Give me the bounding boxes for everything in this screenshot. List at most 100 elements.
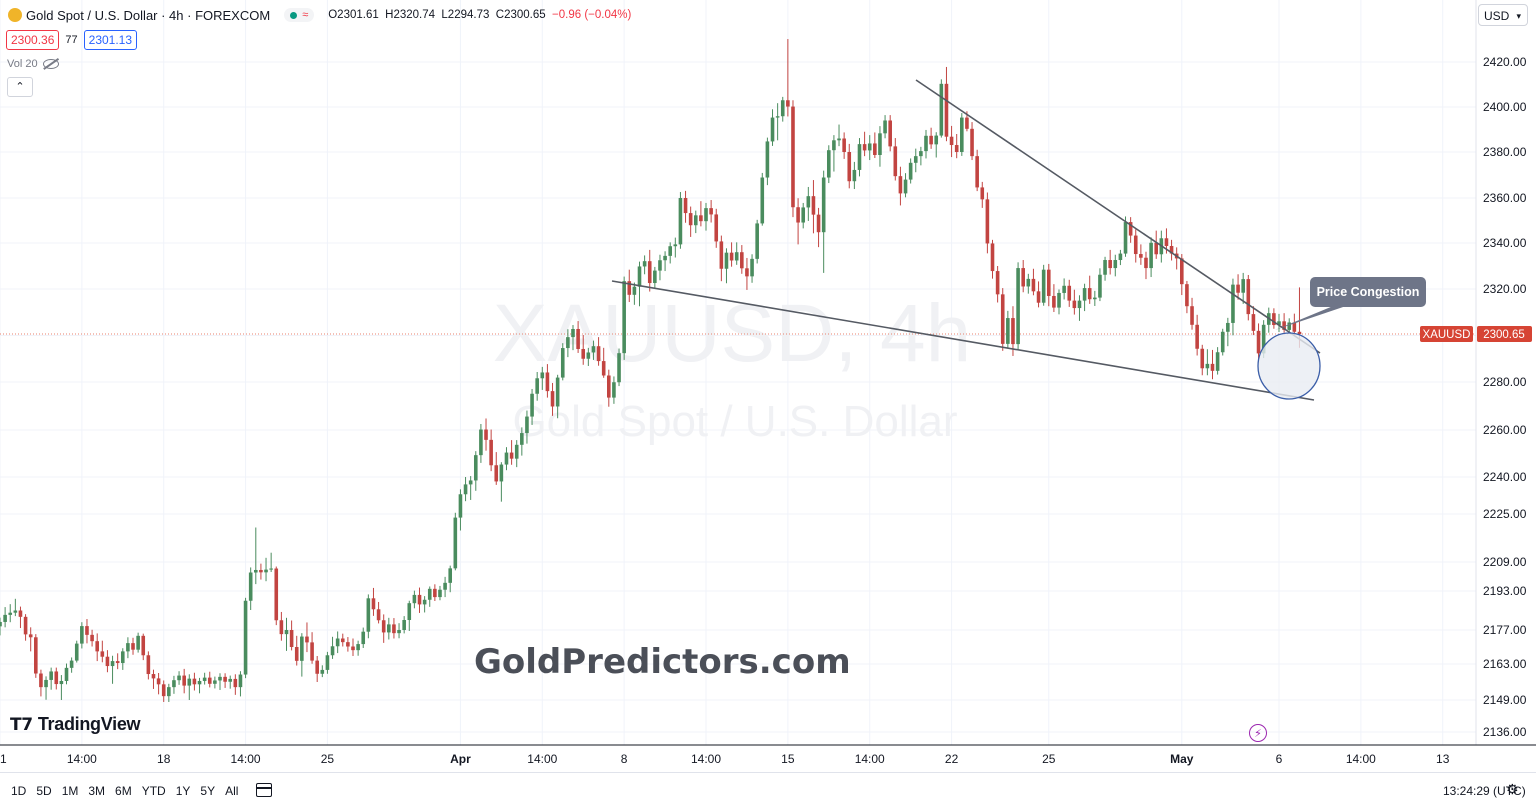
candle <box>1226 322 1230 332</box>
candle <box>18 610 23 617</box>
market-status-pill[interactable]: ≈ <box>284 8 315 22</box>
candle <box>704 208 708 222</box>
candle <box>1164 238 1169 246</box>
candle <box>862 144 867 151</box>
symbol-title[interactable]: Gold Spot / U.S. Dollar · 4h · FOREXCOM <box>26 7 271 23</box>
candle <box>1292 322 1297 332</box>
candle <box>105 656 110 667</box>
candle <box>34 637 38 674</box>
candle <box>668 246 672 256</box>
utc-clock[interactable]: 13:24:29 (UTC) <box>1443 784 1526 798</box>
lightning-icon[interactable]: ⚡ <box>1249 724 1267 742</box>
candle <box>161 684 166 697</box>
candle <box>1282 321 1286 330</box>
candle <box>100 651 105 657</box>
candle <box>320 669 325 674</box>
time-tick-label: 15 <box>781 752 795 766</box>
candle <box>335 638 340 647</box>
candle <box>1016 268 1020 345</box>
calendar-icon[interactable] <box>256 783 272 797</box>
candle <box>433 588 437 598</box>
candle <box>305 636 309 643</box>
candle <box>289 630 294 647</box>
candle <box>617 353 621 383</box>
gear-icon[interactable]: ⚙ <box>1506 781 1519 797</box>
timeframe-button[interactable]: 5Y <box>200 784 216 798</box>
candle <box>663 255 667 261</box>
congestion-circle[interactable] <box>1257 332 1321 400</box>
tradingview-logo[interactable]: 𝗧𝟳 TradingView <box>10 714 141 735</box>
currency-selector[interactable]: USD ▾ <box>1478 4 1528 26</box>
candle <box>69 660 74 668</box>
timeframe-button[interactable]: 3M <box>88 784 106 798</box>
time-axis[interactable]: 1 14:00 18 14:00 25 Apr 14:00 8 14:00 15 14:00 22 25… <box>0 744 1536 766</box>
upper-trendline[interactable] <box>915 79 1321 354</box>
candle <box>182 675 186 686</box>
price-tick-label: 2163.00 <box>1483 657 1527 671</box>
candle <box>417 594 422 605</box>
candle <box>238 674 243 688</box>
candle <box>54 671 59 685</box>
candle <box>325 655 330 670</box>
candle <box>463 484 468 495</box>
timeframe-button[interactable]: 6M <box>115 784 132 798</box>
price-label: XAUUSD 2300.65 <box>1420 325 1532 342</box>
candle <box>586 352 591 359</box>
candle <box>965 117 969 129</box>
timeframe-button[interactable]: YTD <box>141 784 166 798</box>
timeframe-button[interactable]: 1Y <box>175 784 191 798</box>
candle <box>560 348 565 378</box>
candle <box>44 679 48 688</box>
bottom-toolbar: 1D 5D 1M 3M 6M YTD 1Y 5Y All 13:24:29 (U… <box>0 772 1536 810</box>
candle <box>1251 314 1256 331</box>
candle <box>90 634 94 642</box>
candle <box>279 620 284 635</box>
candle <box>136 635 140 650</box>
candle <box>223 676 227 682</box>
candle <box>1046 269 1051 296</box>
ohlc-low: L2294.73 <box>441 9 490 21</box>
time-tick-label: 22 <box>945 752 959 766</box>
candle <box>1021 268 1025 287</box>
timeframe-button[interactable]: 1D <box>11 784 27 798</box>
candle <box>658 260 662 271</box>
buy-button[interactable]: 2301.13 <box>83 30 138 50</box>
price-tick-label: 2149.00 <box>1483 693 1527 707</box>
candle <box>745 268 749 277</box>
ohlc-values: O2301.61 H2320.74 L2294.73 C2300.65 −0.9… <box>328 9 631 21</box>
ohlc-close: C2300.65 <box>495 9 546 21</box>
candle <box>64 667 69 681</box>
price-tick-label: 2280.00 <box>1483 375 1527 389</box>
lower-trendline[interactable] <box>611 280 1315 401</box>
candle <box>980 187 985 200</box>
chevron-down-icon: ▾ <box>1516 11 1521 21</box>
candle <box>545 372 550 392</box>
timeframe-button[interactable]: 1M <box>61 784 79 798</box>
timeframe-button[interactable]: 5D <box>36 784 52 798</box>
price-axis[interactable]: 2420.00 2400.00 2380.00 2360.00 2340.00 2320.… <box>1475 0 1527 745</box>
hidden-eye-icon[interactable] <box>42 59 59 69</box>
drawings[interactable]: Price Congestion <box>611 79 1426 401</box>
currency-label: USD <box>1484 9 1510 23</box>
time-tick-label: 1 <box>0 752 7 766</box>
quote-buttons: 2300.36 77 2301.13 <box>6 30 138 50</box>
candle <box>898 176 903 194</box>
candle <box>555 377 560 407</box>
price-tick-label: 2340.00 <box>1483 236 1527 250</box>
candle <box>934 135 939 145</box>
candle <box>683 198 688 214</box>
candle <box>852 169 857 182</box>
candle <box>110 661 115 667</box>
candle <box>28 634 33 638</box>
sell-button[interactable]: 2300.36 <box>6 30 60 50</box>
candle <box>1236 284 1240 293</box>
volume-indicator[interactable]: Vol 20 <box>7 58 59 70</box>
timeframe-button[interactable]: All <box>225 784 239 798</box>
collapse-legend-button[interactable]: ⌃ <box>7 77 33 97</box>
candle <box>816 214 821 233</box>
candle <box>913 156 918 163</box>
annotation-box[interactable] <box>1310 277 1426 307</box>
candle <box>857 144 862 170</box>
candle <box>1169 245 1174 254</box>
